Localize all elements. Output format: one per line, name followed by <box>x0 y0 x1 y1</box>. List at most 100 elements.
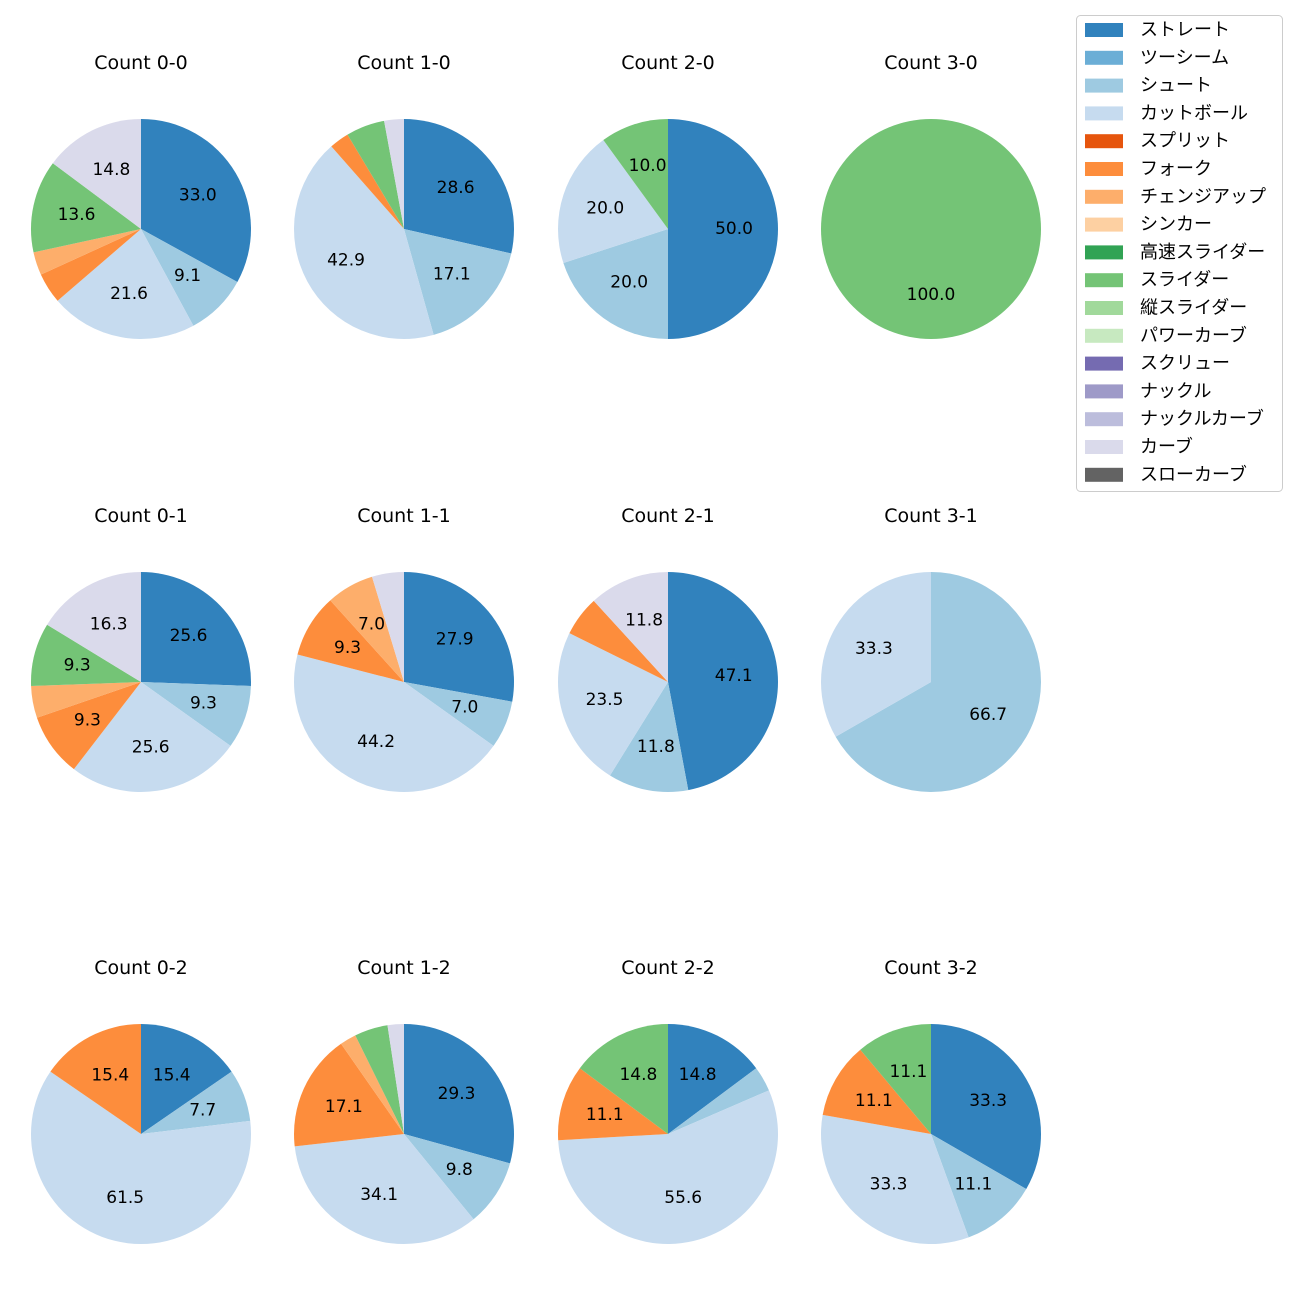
pie-title: Count 3-0 <box>884 52 978 74</box>
pie-slice-シュート <box>835 572 1041 792</box>
pie-slice-カーブ <box>387 1024 404 1134</box>
pie-slice-フォーク <box>558 1068 668 1141</box>
slice-label: 20.0 <box>610 272 648 292</box>
pie-count-3-0: Count 3-0 100.0 <box>821 52 1041 339</box>
slice-label: 33.0 <box>179 185 217 205</box>
pie-title: Count 0-1 <box>94 505 188 527</box>
slice-label: 9.3 <box>334 638 361 658</box>
pie-slice-シュート <box>141 229 238 326</box>
pie-title: Count 1-2 <box>357 957 451 979</box>
pie-slice-チェンジアップ <box>31 682 141 718</box>
legend-label: ストレート <box>1140 20 1230 41</box>
legend-item: ナックル <box>1085 381 1211 402</box>
pie-slice-カットボール <box>558 140 668 263</box>
slice-label: 14.8 <box>619 1065 657 1085</box>
legend-swatch <box>1085 50 1123 65</box>
pie-slice-シュート <box>931 1134 1027 1238</box>
slice-label: 11.1 <box>889 1062 927 1082</box>
pie-slice-シュート <box>404 682 513 746</box>
slice-label: 9.3 <box>64 655 91 675</box>
legend-swatch <box>1085 23 1123 37</box>
legend-item: カーブ <box>1085 436 1193 458</box>
pie-title: Count 0-2 <box>94 957 188 979</box>
pie-slice-スライダー <box>31 624 141 686</box>
legend-swatch <box>1085 245 1123 260</box>
legend-swatch <box>1085 384 1123 399</box>
pie-slice-シュート <box>404 1134 511 1220</box>
legend-label: スライダー <box>1140 270 1229 291</box>
pie-count-2-2: Count 2-2 14.8 55.6 11.1 14.8 <box>558 957 778 1244</box>
slice-label: 13.6 <box>58 205 96 225</box>
pie-slice-シュート <box>668 1068 769 1134</box>
slice-label: 27.9 <box>436 630 474 650</box>
legend-item: シュート <box>1085 75 1212 96</box>
legend-item: フォーク <box>1085 159 1212 180</box>
pie-slice-カットボール <box>294 1134 474 1244</box>
slice-label: 25.6 <box>170 626 208 646</box>
pie-slice-スライダー <box>31 163 141 253</box>
pie-slice-チェンジアップ <box>341 1035 404 1134</box>
pie-title: Count 1-0 <box>357 52 451 74</box>
slice-label: 17.1 <box>433 265 471 285</box>
legend-label: シンカー <box>1140 214 1212 235</box>
pie-grid: Count 0-0 33.0 9.1 21.6 13.6 14.8 Count 1-0 28.… <box>30 52 1041 1244</box>
slice-label: 7.7 <box>189 1101 216 1121</box>
pie-slice-フォーク <box>331 134 404 229</box>
legend: ストレートツーシームシュートカットボールスプリットフォークチェンジアップシンカー… <box>1076 15 1283 492</box>
pie-slice-カットボール <box>820 572 931 737</box>
legend-item: スクリュー <box>1085 353 1230 374</box>
legend-swatch <box>1085 440 1123 454</box>
slice-label: 28.6 <box>437 178 475 198</box>
pie-slice-カーブ <box>372 572 404 682</box>
pie-count-2-0: Count 2-0 50.0 20.0 20.0 10.0 <box>558 52 778 339</box>
slice-label: 15.4 <box>153 1066 191 1086</box>
slice-label: 100.0 <box>907 285 956 305</box>
legend-swatch <box>1085 78 1123 93</box>
slice-label: 29.3 <box>438 1084 476 1104</box>
legend-item: ナックルカーブ <box>1085 408 1264 430</box>
slice-label: 44.2 <box>357 732 395 752</box>
pie-count-1-0: Count 1-0 28.6 17.1 42.9 <box>294 52 514 339</box>
pie-slice-カットボール <box>57 229 194 339</box>
legend-swatch <box>1085 106 1123 121</box>
slice-label: 11.1 <box>855 1091 893 1111</box>
legend-swatch <box>1085 412 1123 427</box>
pie-slice-ストレート <box>141 1024 232 1134</box>
pie-title: Count 2-0 <box>621 52 715 74</box>
legend-label: シュート <box>1140 75 1212 96</box>
legend-label: ナックルカーブ <box>1140 408 1264 430</box>
pie-slice-シュート <box>609 682 689 792</box>
pie-slice-フォーク <box>294 1043 404 1147</box>
pie-slice-カットボール <box>294 654 494 792</box>
slice-label: 61.5 <box>106 1188 144 1208</box>
legend-swatch <box>1085 162 1123 176</box>
slice-label: 9.3 <box>190 693 217 713</box>
pie-slice-シュート <box>404 229 512 335</box>
legend-label: パワーカーブ <box>1140 324 1247 346</box>
pie-slice-スライダー <box>355 1025 404 1134</box>
pie-slice-カットボール <box>558 1090 778 1244</box>
slice-label: 42.9 <box>327 250 365 270</box>
pie-slice-ストレート <box>668 1024 757 1134</box>
slice-label: 50.0 <box>715 219 753 239</box>
pie-slice-シュート <box>141 682 251 746</box>
legend-item: パワーカーブ <box>1085 324 1247 346</box>
slice-label: 9.3 <box>74 711 101 731</box>
legend-label: スクリュー <box>1140 353 1230 374</box>
pie-slice-ストレート <box>141 572 251 686</box>
slice-label: 14.8 <box>92 160 130 180</box>
legend-swatch <box>1085 301 1123 315</box>
pie-slice-フォーク <box>822 1049 931 1134</box>
slice-label: 15.4 <box>91 1066 129 1086</box>
legend-label: ツーシーム <box>1140 47 1229 68</box>
slice-label: 55.6 <box>664 1188 702 1208</box>
legend-label: スローカーブ <box>1140 463 1247 485</box>
legend-label: チェンジアップ <box>1140 186 1266 207</box>
pie-title: Count 3-1 <box>884 505 978 527</box>
pie-title: Count 2-1 <box>621 505 715 527</box>
legend-item: スライダー <box>1085 270 1229 291</box>
legend-item: 高速スライダー <box>1085 242 1265 263</box>
pie-slice-カーブ <box>384 119 404 229</box>
pie-slice-カーブ <box>47 572 141 682</box>
pie-slice-チェンジアップ <box>33 229 142 275</box>
